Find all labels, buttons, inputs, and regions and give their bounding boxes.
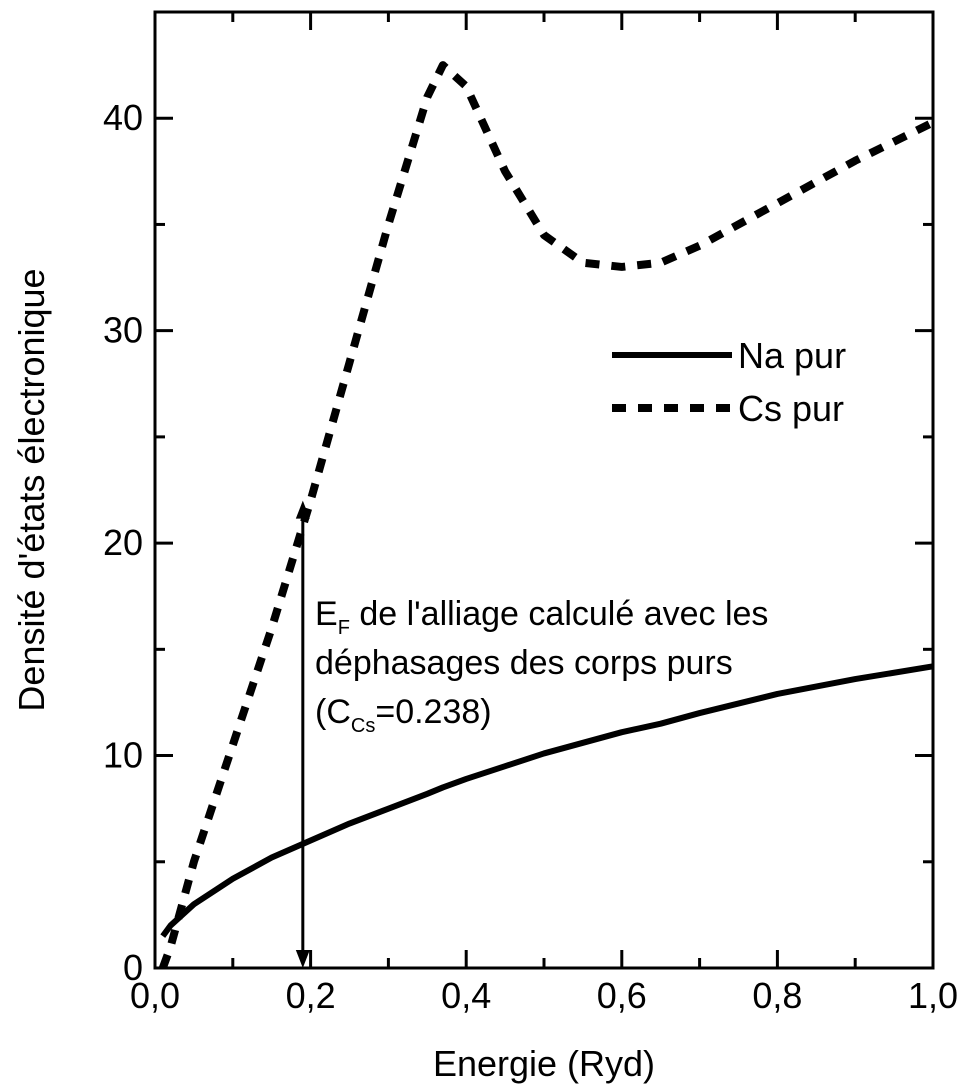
y-tick-label: 30 <box>103 310 143 351</box>
x-tick-label: 0,2 <box>286 975 336 1016</box>
y-tick-label: 40 <box>103 97 143 138</box>
annotation: (CCs=0.238) <box>315 693 492 737</box>
annotation-text: déphasages des corps purs <box>315 644 733 682</box>
y-tick-label: 0 <box>123 947 143 988</box>
plot-frame <box>153 10 935 970</box>
arrow-head <box>295 950 310 968</box>
annotation-subscript: F <box>338 617 350 639</box>
x-tick-label: 1,0 <box>908 975 958 1016</box>
y-tick-label: 20 <box>103 522 143 563</box>
series-line <box>159 61 935 970</box>
annotation-subscript: Cs <box>351 715 375 737</box>
annotation-text: (C <box>315 693 351 731</box>
x-tick-label: 0,0 <box>130 975 180 1016</box>
annotation: EF de l'alliage calculé avec les <box>315 595 768 639</box>
arrow-head <box>295 500 310 519</box>
y-tick-label: 10 <box>103 735 143 776</box>
legend-label: Cs pur <box>738 388 844 429</box>
x-axis-label: Energie (Ryd) <box>433 1043 655 1084</box>
legend-label: Na pur <box>738 335 846 376</box>
annotation-text: =0.238) <box>375 693 491 731</box>
x-tick-label: 0,4 <box>441 975 491 1016</box>
annotation-text: E <box>315 595 338 633</box>
annotation-text: de l'alliage calculé avec les <box>350 595 769 633</box>
series-line <box>160 663 934 938</box>
x-tick-label: 0,6 <box>597 975 647 1016</box>
annotation: déphasages des corps purs <box>315 644 733 682</box>
x-tick-label: 0,8 <box>752 975 802 1016</box>
y-axis-label: Densité d'états électronique <box>11 268 52 711</box>
